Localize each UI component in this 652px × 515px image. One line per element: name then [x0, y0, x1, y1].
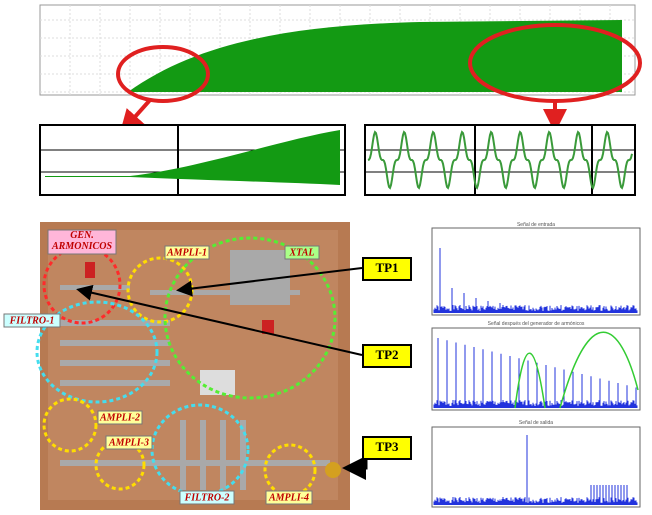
- label: AMPLI-3: [108, 437, 149, 448]
- spectrum-title: Señal de salida: [519, 420, 553, 426]
- scope-trace: [39, 4, 642, 134]
- spectra: Señal de entrada Señal después del gener…: [431, 222, 641, 508]
- label: FILTRO-2: [184, 492, 230, 503]
- label: FILTRO-1: [9, 315, 55, 326]
- label: XTAL: [288, 247, 314, 258]
- test-points: TP1 TP2 TP3: [76, 257, 412, 480]
- label: AMPLI-4: [268, 492, 309, 503]
- spectrum-title: Señal de entrada: [517, 222, 555, 228]
- tp-label: TP1: [375, 260, 398, 275]
- tp-label: TP2: [375, 347, 398, 362]
- spectrum-title: Señal después del generador de armónicos: [488, 321, 585, 327]
- tp-label: TP3: [375, 439, 399, 454]
- label: AMPLI-1: [166, 247, 207, 258]
- label: AMPLI-2: [99, 412, 140, 423]
- zoom-panels: [39, 124, 636, 196]
- pcb-photo: GEN. ARMONICOS AMPLI-1 XTAL FILTRO-1 AMPL…: [3, 222, 350, 510]
- label: GEN. ARMONICOS: [51, 230, 112, 252]
